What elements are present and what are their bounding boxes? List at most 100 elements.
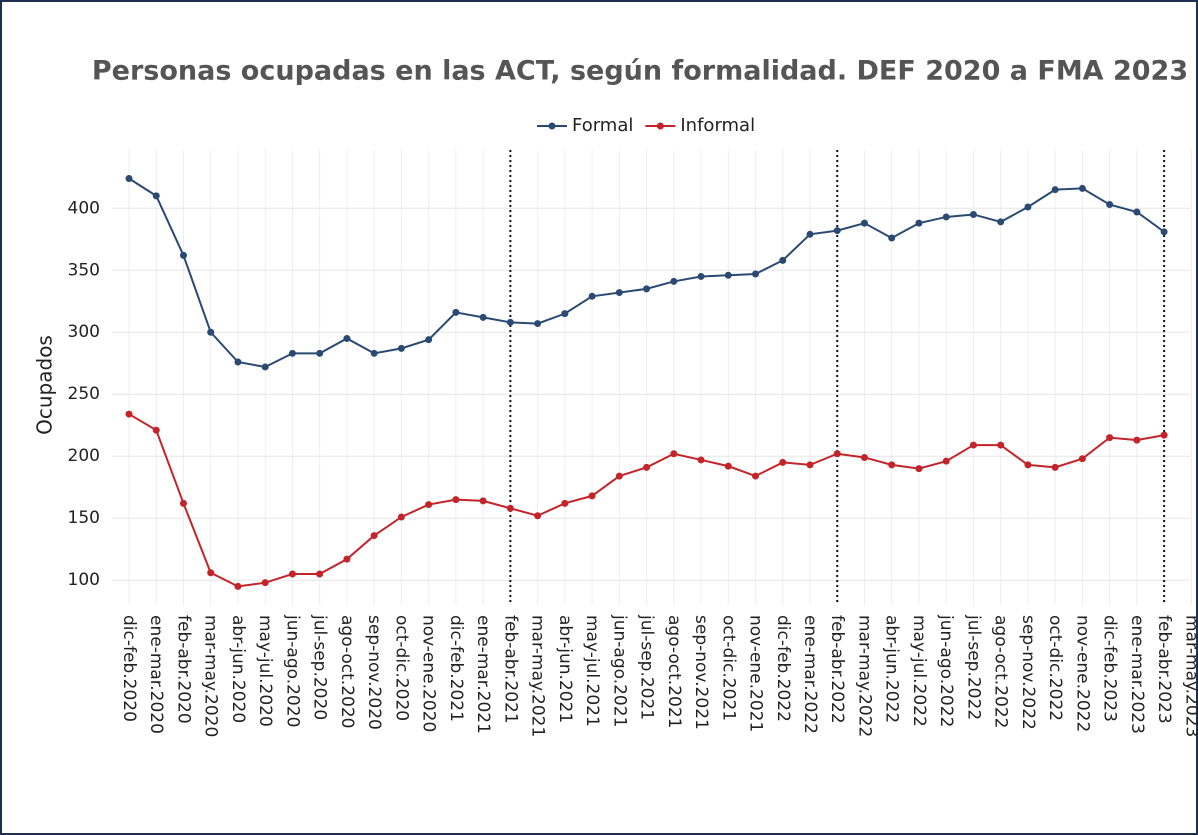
x-tick-label: mar-may.2020 xyxy=(201,615,221,737)
data-point xyxy=(1160,431,1168,439)
data-point xyxy=(125,175,133,183)
data-point xyxy=(615,472,623,480)
y-tick-label: 250 xyxy=(68,384,100,404)
data-point xyxy=(125,410,133,418)
data-point xyxy=(397,344,405,352)
x-tick-label: ene-mar.2021 xyxy=(473,615,493,734)
y-axis-label: Ocupados xyxy=(33,335,57,435)
data-point xyxy=(425,501,433,509)
x-tick-label: nov-ene.2022 xyxy=(1072,615,1092,732)
data-point xyxy=(479,497,487,505)
x-tick-label: ago-oct.2021 xyxy=(664,615,684,728)
x-tick-label: ene-mar.2020 xyxy=(146,615,166,734)
data-point xyxy=(1024,203,1032,211)
data-point xyxy=(370,532,378,540)
data-point xyxy=(316,349,324,357)
x-tick-label: dic-feb.2020 xyxy=(119,615,139,722)
data-point xyxy=(152,192,160,200)
data-point xyxy=(724,271,732,279)
data-point xyxy=(1078,455,1086,463)
data-point xyxy=(316,570,324,578)
data-point xyxy=(479,313,487,321)
y-tick-label: 150 xyxy=(68,508,100,528)
data-point xyxy=(888,461,896,469)
data-point xyxy=(670,277,678,285)
data-point xyxy=(888,234,896,242)
data-point xyxy=(997,218,1005,226)
x-tick-label: abr-jun.2021 xyxy=(555,615,575,723)
data-point xyxy=(915,219,923,227)
data-point xyxy=(942,457,950,465)
x-tick-label: sep-nov.2020 xyxy=(364,615,384,730)
data-point xyxy=(561,499,569,507)
x-tick-label: sep-nov.2021 xyxy=(691,615,711,730)
data-point xyxy=(643,285,651,293)
y-tick-label: 100 xyxy=(68,570,100,590)
legend-marker xyxy=(548,122,556,130)
x-tick-label: may-jul.2022 xyxy=(909,615,929,727)
data-point xyxy=(1133,208,1141,216)
data-point xyxy=(179,499,187,507)
data-point xyxy=(752,270,760,278)
x-tick-label: jul-sep.2021 xyxy=(637,614,657,720)
x-tick-label: nov-ene.2020 xyxy=(419,615,439,732)
x-tick-label: dic-feb.2023 xyxy=(1100,615,1120,722)
data-point xyxy=(997,441,1005,449)
data-point xyxy=(806,230,814,238)
data-point xyxy=(261,363,269,371)
chart-title: Personas ocupadas en las ACT, según form… xyxy=(92,56,1188,87)
data-point xyxy=(588,492,596,500)
data-point xyxy=(1106,201,1114,209)
x-tick-label: ago-oct.2022 xyxy=(991,615,1011,728)
data-point xyxy=(969,441,977,449)
data-point xyxy=(234,358,242,366)
x-tick-label: may-jul.2021 xyxy=(582,615,602,727)
x-tick-label: oct-dic.2022 xyxy=(1045,615,1065,721)
data-point xyxy=(506,318,514,326)
x-tick-label: abr-jun.2020 xyxy=(228,615,248,723)
data-point xyxy=(506,504,514,512)
data-point xyxy=(1133,436,1141,444)
x-tick-label: jun-ago.2022 xyxy=(936,614,956,727)
legend-label: Formal xyxy=(572,115,633,136)
data-point xyxy=(588,292,596,300)
data-point xyxy=(915,465,923,473)
data-point xyxy=(425,336,433,344)
data-point xyxy=(697,272,705,280)
x-tick-label: feb-abr.2023 xyxy=(1154,615,1174,724)
data-point xyxy=(561,310,569,318)
data-point xyxy=(806,461,814,469)
data-point xyxy=(1078,184,1086,192)
x-tick-label: feb-abr.2021 xyxy=(500,615,520,724)
x-tick-label: ene-mar.2022 xyxy=(800,615,820,734)
data-point xyxy=(942,213,950,221)
data-point xyxy=(534,512,542,520)
data-point xyxy=(152,426,160,434)
data-point xyxy=(833,450,841,458)
data-point xyxy=(452,308,460,316)
x-tick-label: jul-sep.2022 xyxy=(963,614,983,720)
data-point xyxy=(207,569,215,577)
y-tick-label: 300 xyxy=(68,322,100,342)
data-point xyxy=(179,251,187,259)
data-point xyxy=(697,456,705,464)
data-point xyxy=(860,453,868,461)
legend: Formal Informal xyxy=(537,115,755,136)
data-point xyxy=(724,462,732,470)
x-tick-label: oct-dic.2021 xyxy=(718,615,738,721)
data-point xyxy=(643,463,651,471)
data-point xyxy=(779,458,787,466)
data-point xyxy=(969,210,977,218)
x-tick-label: dic-feb.2022 xyxy=(773,615,793,722)
y-tick-label: 400 xyxy=(68,198,100,218)
data-point xyxy=(261,579,269,587)
x-tick-label: mar-may.2021 xyxy=(528,615,548,737)
x-tick-label: ene-mar.2023 xyxy=(1127,615,1147,734)
data-point xyxy=(1051,463,1059,471)
data-point xyxy=(779,256,787,264)
x-tick-label: mar-may.2023 xyxy=(1181,615,1198,737)
data-point xyxy=(397,513,405,521)
data-point xyxy=(534,320,542,328)
data-point xyxy=(615,289,623,297)
